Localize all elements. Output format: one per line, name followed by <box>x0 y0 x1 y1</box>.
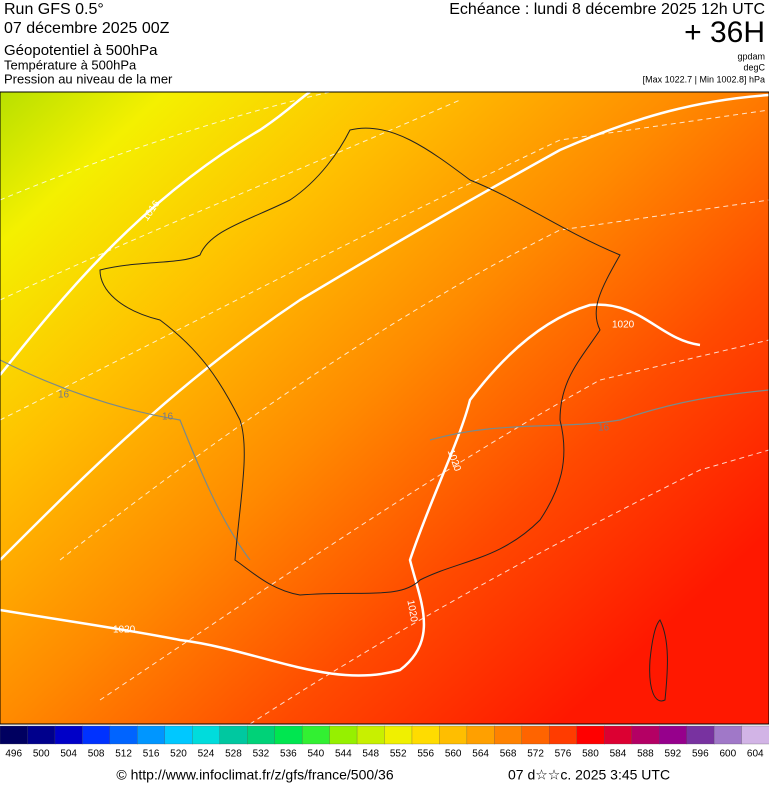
color-swatch <box>439 725 468 745</box>
forecast: Echéance : lundi 8 décembre 2025 12h UTC <box>449 1 765 18</box>
scale-label: 508 <box>88 749 105 760</box>
scale-label: 496 <box>5 749 22 760</box>
scale-label: 540 <box>307 749 324 760</box>
contour-label: 1020 <box>404 599 419 623</box>
color-swatch <box>411 725 441 745</box>
scale-label: 500 <box>33 749 50 760</box>
scale-label: 548 <box>362 749 379 760</box>
source-url: © http://www.infoclimat.fr/z/gfs/france/… <box>116 767 393 783</box>
scale-label: 556 <box>417 749 434 760</box>
color-swatch <box>576 725 605 745</box>
scale-label: 592 <box>665 749 682 760</box>
scale-label: 580 <box>582 749 599 760</box>
color-swatch <box>137 725 166 745</box>
scale-label: 528 <box>225 749 242 760</box>
color-swatch <box>713 725 743 745</box>
france-outline <box>99 127 621 596</box>
scale-label: 596 <box>692 749 709 760</box>
timestamp: 07 d☆☆c. 2025 3:45 UTC <box>508 767 670 783</box>
isotherm <box>0 359 769 561</box>
param: Température à 500hPa <box>4 57 137 72</box>
color-swatch <box>164 725 193 745</box>
contour-label: 16 <box>58 390 70 401</box>
unit: degC <box>743 62 765 72</box>
scale-label: 520 <box>170 749 187 760</box>
color-swatch <box>549 725 578 745</box>
scale-label: 560 <box>445 749 462 760</box>
lead-time: + 36H <box>684 16 765 49</box>
scale-label: 552 <box>390 749 407 760</box>
color-swatch <box>192 725 221 745</box>
scale-label: 504 <box>60 749 77 760</box>
map: 1016 1020 1020 1020 1020 16 16 16 <box>0 92 769 724</box>
scale-label: 604 <box>747 749 764 760</box>
color-swatch <box>27 725 56 745</box>
scale-label: 576 <box>555 749 572 760</box>
pressure-isobars <box>0 92 769 677</box>
color-swatch <box>301 725 331 745</box>
scale-label: 516 <box>143 749 160 760</box>
run: Run GFS 0.5° <box>4 1 104 18</box>
scale-label: 588 <box>637 749 654 760</box>
param: Géopotentiel à 500hPa <box>4 42 158 59</box>
color-swatch <box>82 725 111 745</box>
scale-label: 572 <box>527 749 544 760</box>
color-swatch <box>247 725 276 745</box>
color-swatch <box>686 725 715 745</box>
param: Pression au niveau de la mer <box>4 71 173 86</box>
color-swatch <box>329 725 358 745</box>
corsica-outline <box>649 619 668 702</box>
scale-label: 536 <box>280 749 297 760</box>
map-field <box>0 92 769 724</box>
color-scale: 496 500 504 508 512 516 520 524 528 532 536 540 544 5… <box>0 725 769 760</box>
color-swatch <box>54 725 84 745</box>
run-date: 07 décembre 2025 00Z <box>4 20 170 37</box>
scale-label: 544 <box>335 749 352 760</box>
color-swatch <box>219 725 248 745</box>
color-swatch <box>521 725 550 745</box>
color-swatch <box>0 725 29 745</box>
color-swatch <box>384 725 413 745</box>
color-swatch <box>274 725 303 745</box>
unit: gpdam <box>737 51 765 61</box>
color-swatch <box>494 725 523 745</box>
map-frame <box>0 91 769 725</box>
scale-label: 568 <box>500 749 517 760</box>
color-swatch <box>466 725 496 745</box>
pressure-range: [Max 1022.7 | Min 1002.8] hPa <box>643 74 765 84</box>
color-swatch <box>741 725 769 745</box>
contour-label: 1020 <box>113 625 136 636</box>
contour-label: 1020 <box>612 320 635 331</box>
color-swatch <box>631 725 660 745</box>
scale-label: 564 <box>472 749 489 760</box>
scale-label: 524 <box>198 749 215 760</box>
scale-label: 512 <box>115 749 132 760</box>
scale-label: 600 <box>719 749 736 760</box>
temperature-contours <box>0 92 769 724</box>
color-swatch <box>658 725 688 745</box>
contour-label: 16 <box>598 423 610 434</box>
scale-label: 584 <box>610 749 627 760</box>
color-swatch <box>109 725 138 745</box>
color-swatch <box>356 725 386 745</box>
color-swatch <box>604 725 633 745</box>
contour-label: 16 <box>162 412 174 423</box>
scale-label: 532 <box>253 749 270 760</box>
